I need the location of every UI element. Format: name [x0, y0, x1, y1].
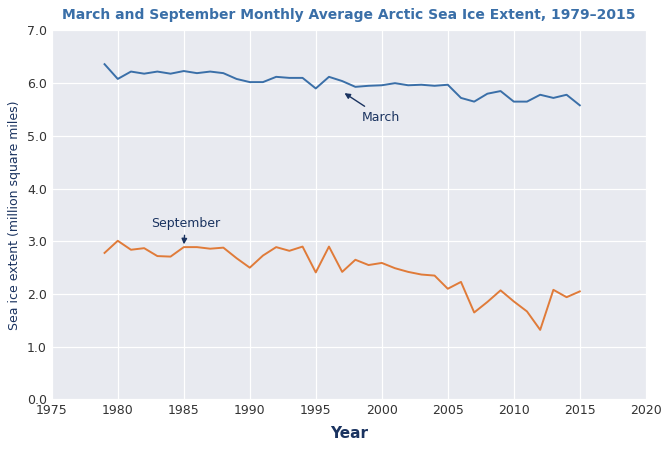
Text: September: September [151, 217, 220, 243]
Y-axis label: Sea ice extent (million square miles): Sea ice extent (million square miles) [8, 100, 21, 330]
Title: March and September Monthly Average Arctic Sea Ice Extent, 1979–2015: March and September Monthly Average Arct… [62, 9, 636, 22]
X-axis label: Year: Year [330, 426, 368, 440]
Text: March: March [346, 94, 400, 123]
